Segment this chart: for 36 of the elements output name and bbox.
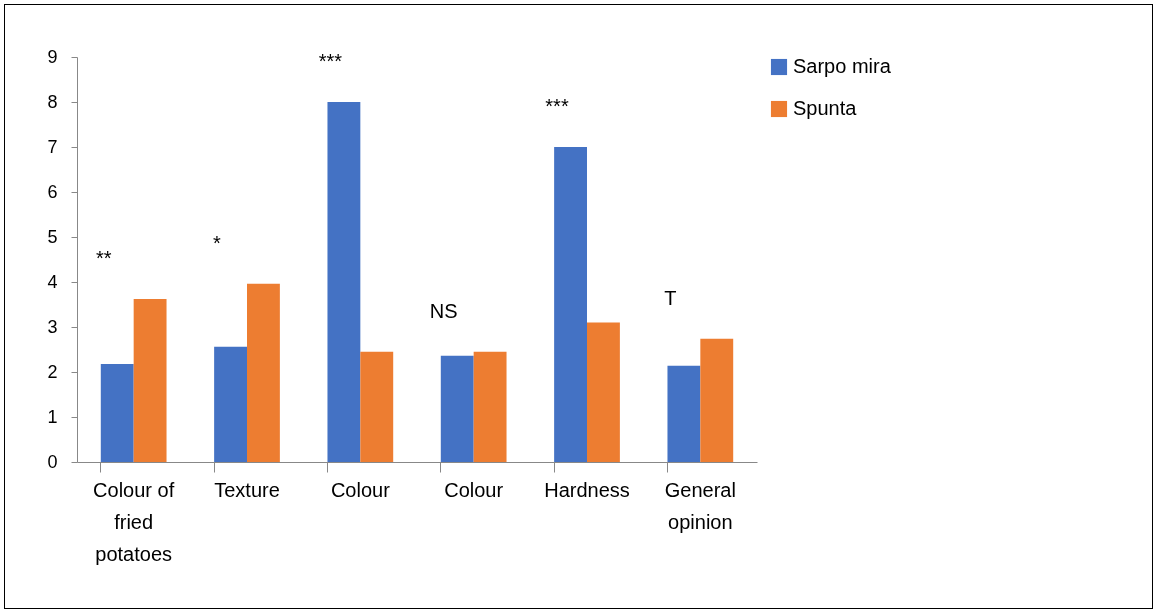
y-tick-label: 1 xyxy=(47,406,58,427)
annotation: T xyxy=(664,286,677,309)
x-tick-label: Colour xyxy=(444,478,504,501)
x-tick-label: Texture xyxy=(214,478,280,501)
annotation: * xyxy=(213,231,222,254)
y-tick-label: 4 xyxy=(47,271,58,292)
x-tick-label: Colour of fried potatoes xyxy=(93,478,175,565)
legend-label: Spunta xyxy=(793,97,858,119)
bar xyxy=(327,102,361,462)
bar xyxy=(554,147,587,462)
bar xyxy=(360,351,394,462)
x-tick-label: Colour xyxy=(330,478,391,501)
annotation: *** xyxy=(318,50,343,72)
bar xyxy=(100,363,134,462)
y-tick-label: 0 xyxy=(47,451,58,472)
bar xyxy=(214,346,247,462)
x-tick-label: Hardness xyxy=(544,478,630,501)
bar xyxy=(700,338,734,462)
y-tick-label: 6 xyxy=(47,181,58,202)
y-tick-label: 2 xyxy=(47,361,58,382)
y-tick-label: 3 xyxy=(47,316,58,337)
annotation: *** xyxy=(545,95,569,117)
bar xyxy=(587,322,620,462)
bar xyxy=(133,299,167,462)
bar xyxy=(473,351,507,462)
y-tick-label: 7 xyxy=(47,136,58,157)
annotation: NS xyxy=(429,299,458,322)
bar xyxy=(667,365,701,462)
bar xyxy=(440,355,474,462)
y-tick-label: 9 xyxy=(47,46,58,67)
y-tick-label: 5 xyxy=(47,226,58,247)
x-tick-label: General opinion xyxy=(664,478,736,533)
bar xyxy=(247,283,280,462)
y-tick-label: 8 xyxy=(47,91,58,112)
legend-label: Sarpo mira xyxy=(793,55,892,77)
annotation: ** xyxy=(95,247,112,270)
